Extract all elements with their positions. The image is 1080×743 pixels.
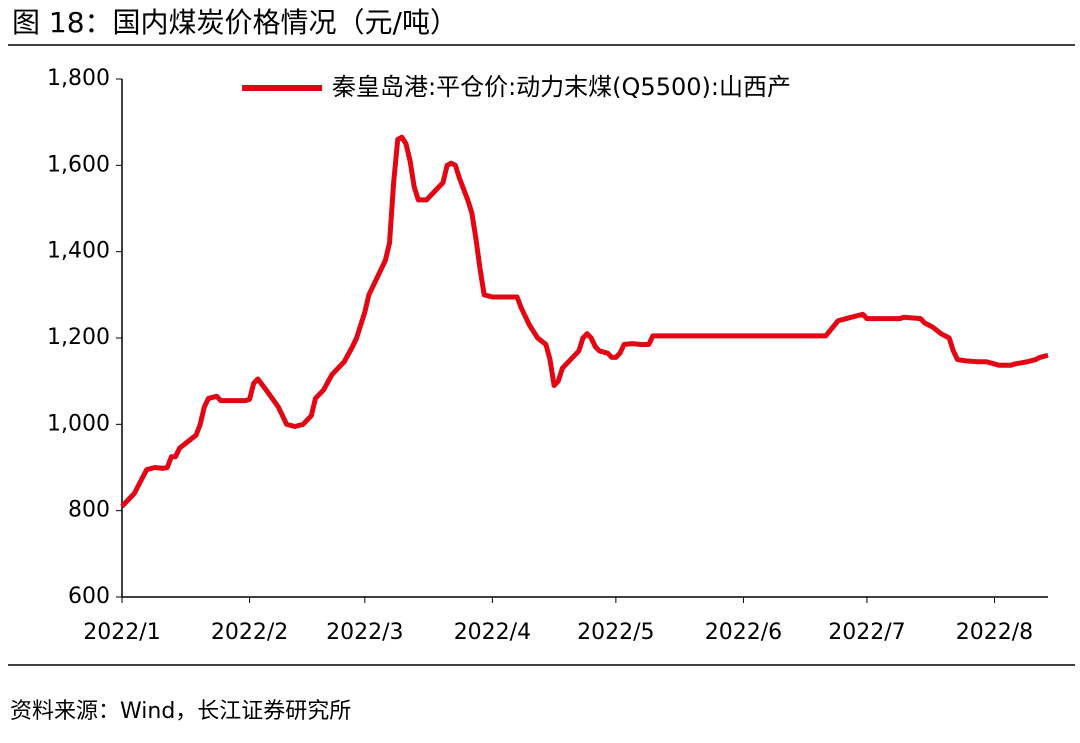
x-tick-label: 2022/4 — [454, 620, 531, 645]
source-note: 资料来源：Wind，长江证券研究所 — [10, 699, 351, 724]
y-tick-label: 600 — [68, 584, 110, 609]
y-tick-label: 1,000 — [47, 411, 110, 436]
x-tick-label: 2022/6 — [705, 620, 782, 645]
y-tick-label: 1,600 — [47, 152, 110, 177]
x-tick-label: 2022/5 — [577, 620, 654, 645]
series-line — [120, 134, 1049, 509]
y-tick-label: 800 — [68, 498, 110, 523]
y-tick-label: 1,800 — [47, 66, 110, 91]
x-tick-label: 2022/7 — [828, 620, 905, 645]
y-tick-label: 1,400 — [47, 239, 110, 264]
y-tick-label: 1,200 — [47, 325, 110, 350]
x-tick-label: 2022/1 — [83, 620, 160, 645]
x-tick-label: 2022/3 — [326, 620, 403, 645]
chart-title: 图 18：国内煤炭价格情况（元/吨） — [12, 6, 458, 39]
legend-label: 秦皇岛港:平仓价:动力末煤(Q5500):山西产 — [332, 73, 791, 101]
x-tick-label: 2022/8 — [956, 620, 1033, 645]
x-tick-label: 2022/2 — [211, 620, 288, 645]
